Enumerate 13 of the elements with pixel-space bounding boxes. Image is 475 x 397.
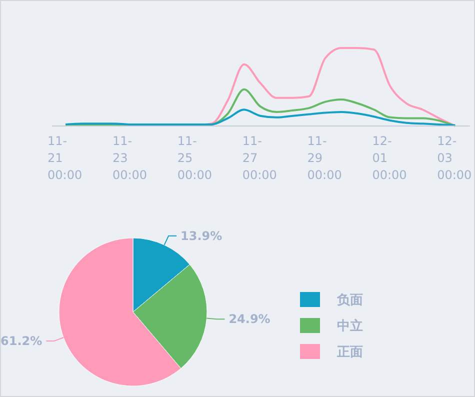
x-tick-label: 11-25 00:00: [177, 134, 212, 182]
x-tick-label: 11-21 00:00: [48, 134, 82, 182]
legend-label: 中立: [337, 318, 363, 334]
x-tick-label: 11-27 00:00: [242, 134, 277, 182]
legend-label: 正面: [336, 345, 363, 360]
x-tick-label: 11-29 00:00: [307, 134, 342, 182]
data-label: 61.2%: [0, 334, 42, 348]
legend-label: 负面: [336, 293, 363, 308]
x-tick-label: 12-03 00:00: [437, 134, 472, 182]
x-tick-label: 11-23 00:00: [112, 134, 148, 182]
data-label: 24.9%: [228, 312, 270, 326]
data-label: 13.9%: [180, 228, 222, 243]
x-tick-label: 12-01 00:00: [372, 134, 407, 182]
